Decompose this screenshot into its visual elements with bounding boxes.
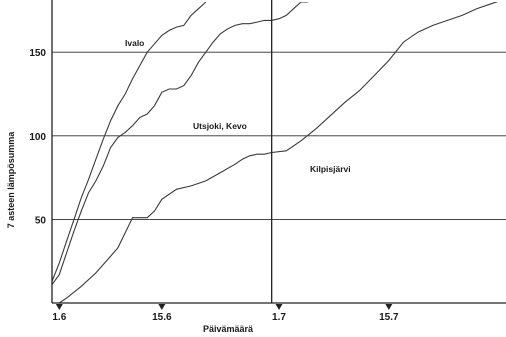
series-line-ivalo (52, 2, 207, 282)
x-tick-marker (55, 304, 63, 310)
y-tick-label: 100 (29, 132, 46, 143)
annotation-ivalo: Ivalo (125, 38, 144, 48)
x-tick-marker (385, 304, 393, 310)
x-axis-label: Päivämäärä (203, 324, 254, 334)
x-tick-label: 1.6 (52, 312, 66, 323)
y-tick-label: 50 (35, 215, 47, 226)
x-tick-label: 1.7 (272, 312, 286, 323)
series-line-kilpisj-rvi (58, 2, 499, 303)
series-group (52, 2, 499, 303)
labels: Päivämäärä 7 asteen lämpösumma 50 100 150 1… (6, 38, 399, 334)
y-tick-label: 150 (29, 48, 46, 59)
x-tick-label: 15.6 (152, 312, 172, 323)
x-tick-marker (158, 304, 166, 310)
annotation-utsjoki-kevo: Utsjoki, Kevo (193, 121, 247, 131)
x-tick-marker (275, 304, 283, 310)
x-tick-label: 15.7 (379, 312, 399, 323)
grid-lines (52, 51, 506, 220)
annotation-kilpisj-rvi: Kilpisjärvi (310, 164, 351, 174)
y-axis-label: 7 asteen lämpösumma (6, 131, 16, 229)
axes (51, 0, 506, 310)
series-line-utsjoki-kevo (52, 2, 309, 285)
